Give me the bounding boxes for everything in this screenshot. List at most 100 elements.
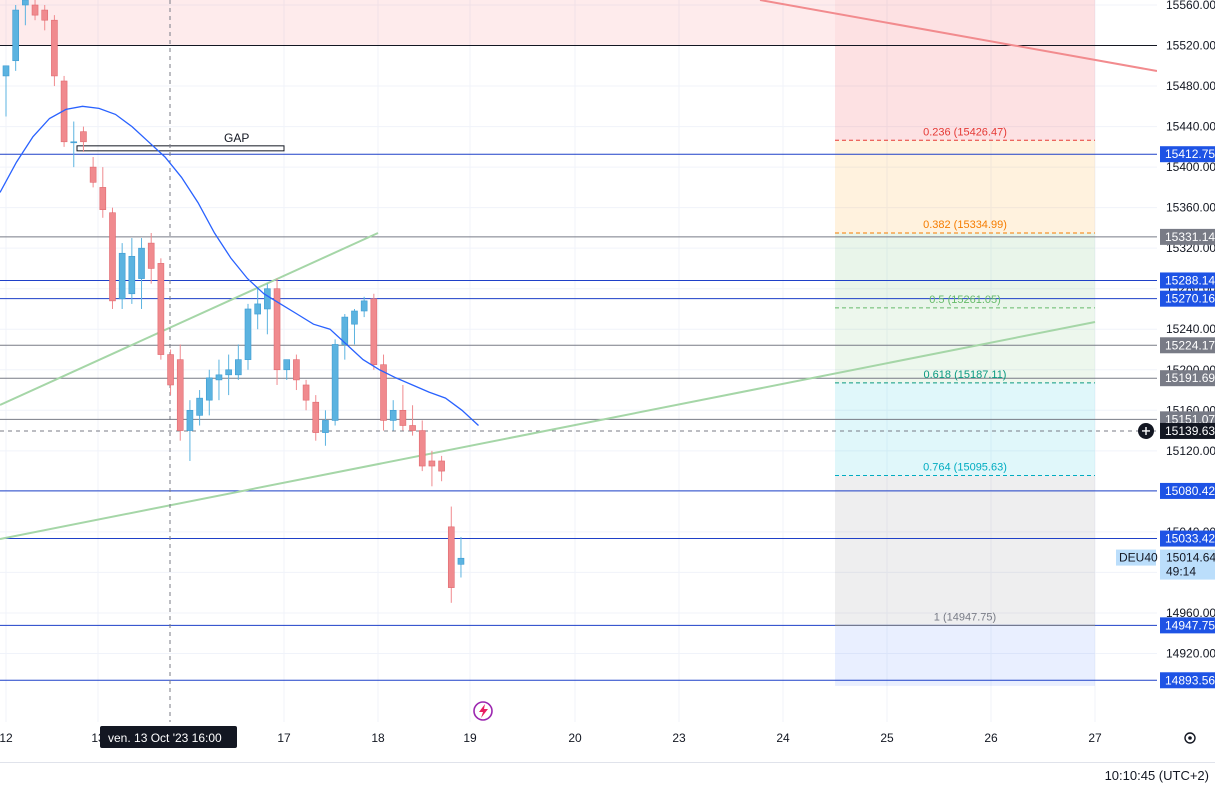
- candle-body[interactable]: [322, 420, 329, 433]
- fib-zones: [0, 0, 1095, 686]
- crosshair-time-label: ven. 13 Oct '23 16:00: [108, 731, 222, 745]
- time-tick-label: 23: [672, 731, 686, 745]
- gap-rectangle[interactable]: [76, 145, 285, 152]
- candle-body[interactable]: [418, 430, 426, 467]
- candle-body[interactable]: [80, 131, 87, 143]
- price-tag: [1160, 337, 1215, 354]
- candle-body[interactable]: [331, 344, 339, 421]
- candle-body[interactable]: [254, 303, 261, 315]
- clock-label: 10:10:45 (UTC+2): [1104, 768, 1209, 783]
- candle-body[interactable]: [409, 425, 416, 431]
- price-axis-background: [1157, 0, 1215, 722]
- price-tick-label: 15520.00: [1166, 39, 1215, 53]
- time-tick-label: 12: [0, 731, 13, 745]
- candle-body[interactable]: [186, 409, 194, 431]
- candle-body[interactable]: [157, 263, 165, 355]
- fib-level-label: 0.764 (15095.63): [923, 462, 1007, 474]
- price-tag-label: 15412.75: [1165, 147, 1215, 161]
- trend-line-resistance[interactable]: [759, 0, 1158, 72]
- price-tag-label: 15331.14: [1165, 230, 1215, 244]
- price-tag: [1160, 672, 1215, 689]
- time-tick-label: 19: [463, 731, 477, 745]
- fib-level-label: 1 (14947.75): [934, 611, 996, 623]
- candle-body[interactable]: [438, 460, 445, 472]
- candle-body[interactable]: [2, 65, 10, 77]
- candle-body[interactable]: [196, 397, 203, 416]
- event-lightning-icon[interactable]: [473, 701, 493, 721]
- price-chart[interactable]: 0.236 (15426.47) 0.382 (15334.99) 0.5 (152…: [0, 0, 1215, 762]
- trend-line-upper[interactable]: [0, 232, 379, 406]
- price-tick-label: 15480.00: [1166, 79, 1215, 93]
- gap-label: GAP: [224, 131, 249, 145]
- candle-body[interactable]: [138, 247, 145, 279]
- fib-level-label: 0.236 (15426.47): [923, 126, 1007, 138]
- trend-lines[interactable]: [0, 0, 1158, 540]
- candle-body[interactable]: [99, 187, 107, 210]
- candle-body[interactable]: [399, 409, 407, 426]
- time-tick-label: 25: [880, 731, 894, 745]
- gap-box[interactable]: GAP: [76, 131, 285, 152]
- candle-body[interactable]: [302, 384, 310, 401]
- candle-body[interactable]: [360, 300, 368, 312]
- candle-body[interactable]: [147, 242, 155, 269]
- price-tag-label: 15139.63: [1165, 424, 1215, 438]
- candle-body[interactable]: [215, 374, 223, 381]
- candlesticks[interactable]: [2, 0, 465, 603]
- candle-body[interactable]: [51, 19, 58, 77]
- candle-body[interactable]: [118, 252, 126, 300]
- moving-average-line[interactable]: [0, 105, 479, 426]
- fib-retracement[interactable]: 0.236 (15426.47) 0.382 (15334.99) 0.5 (152…: [835, 126, 1095, 626]
- candle-body[interactable]: [457, 557, 465, 565]
- candle-body[interactable]: [109, 212, 116, 302]
- trend-line-lower[interactable]: [0, 321, 1096, 540]
- price-tag: [1160, 146, 1215, 163]
- candle-body[interactable]: [244, 308, 252, 360]
- price-tag: [1160, 228, 1215, 245]
- time-axis[interactable]: 12 13 17 18 19 20 23 24 25 26 27: [0, 731, 1102, 745]
- settings-gear-icon[interactable]: [1184, 732, 1196, 744]
- candle-body[interactable]: [293, 359, 300, 381]
- price-tag-label: 15151.07: [1165, 412, 1215, 426]
- candle-body[interactable]: [12, 9, 19, 62]
- candle-body[interactable]: [70, 141, 78, 144]
- price-tags: 15412.75 15331.14 15288.14 15270.16 15224.17…: [1116, 146, 1215, 689]
- price-tick-label: 15400.00: [1166, 160, 1215, 174]
- candle-body[interactable]: [351, 310, 358, 325]
- fib-level-label: 0.5 (15261.05): [929, 294, 1001, 306]
- price-tag-label: 15288.14: [1165, 273, 1215, 287]
- candle-body[interactable]: [428, 460, 436, 467]
- candle-body[interactable]: [312, 401, 320, 433]
- candle-body[interactable]: [380, 364, 387, 421]
- candle-body[interactable]: [89, 166, 97, 183]
- time-tick-label: 26: [984, 731, 998, 745]
- candle-body[interactable]: [167, 354, 174, 386]
- candle-body[interactable]: [128, 255, 136, 295]
- symbol-label: DEU40: [1119, 551, 1158, 565]
- price-tick-label: 15360.00: [1166, 201, 1215, 215]
- candle-body[interactable]: [273, 288, 281, 371]
- candle-body[interactable]: [176, 359, 184, 431]
- symbol-badge: [1116, 549, 1156, 566]
- candle-body[interactable]: [283, 359, 291, 371]
- candle-body[interactable]: [389, 409, 397, 421]
- price-tag: [1160, 272, 1215, 289]
- gap-zone: [0, 0, 835, 46]
- candle-body[interactable]: [22, 0, 29, 6]
- price-tick-label: 15120.00: [1166, 444, 1215, 458]
- time-tick-label: 18: [371, 731, 385, 745]
- candle-body[interactable]: [341, 316, 349, 345]
- time-tick-label: 27: [1088, 731, 1102, 745]
- price-tick-label: 14920.00: [1166, 646, 1215, 660]
- fib-zone: [835, 232, 1095, 308]
- candle-body[interactable]: [205, 377, 213, 401]
- candle-body[interactable]: [264, 288, 271, 310]
- candle-body[interactable]: [447, 526, 455, 588]
- candle-body[interactable]: [41, 9, 49, 21]
- candle-body[interactable]: [225, 369, 232, 376]
- last-price-label: 15014.64: [1166, 551, 1215, 565]
- candle-body[interactable]: [235, 359, 242, 376]
- price-tag: [1160, 370, 1215, 387]
- horizontal-levels[interactable]: [0, 45, 1157, 681]
- candle-body[interactable]: [31, 4, 39, 16]
- candle-body[interactable]: [370, 298, 378, 366]
